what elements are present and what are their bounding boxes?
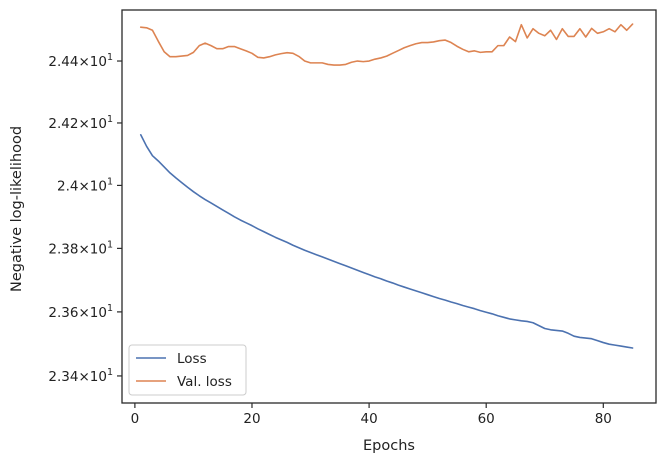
x-tick-label: 0 <box>131 411 140 427</box>
y-tick-label: 2.44×101 <box>48 52 113 70</box>
plot-frame <box>121 9 657 404</box>
y-tick-label: 2.4×101 <box>57 176 113 194</box>
y-tick-label: 2.38×101 <box>48 239 113 257</box>
x-tick-label: 20 <box>243 411 260 427</box>
legend-label-loss: Loss <box>177 351 207 367</box>
series-line-val-loss <box>139 23 634 66</box>
legend: Loss Val. loss <box>128 344 247 396</box>
x-tick-label: 40 <box>360 411 377 427</box>
x-tick-label: 80 <box>595 411 612 427</box>
x-tick-label: 60 <box>478 411 495 427</box>
legend-label-val-loss: Val. loss <box>177 374 232 390</box>
y-tick-label: 2.34×101 <box>48 367 113 385</box>
series-line-loss <box>139 133 634 349</box>
y-tick-label: 2.36×101 <box>48 303 113 321</box>
axis-ticks: 0 20 40 60 80 2.34×101 2.36×101 2.38×101 2.4×101… <box>48 52 612 427</box>
y-tick-label: 2.42×101 <box>48 114 113 132</box>
y-axis-label: Negative log-likelihood <box>9 126 25 292</box>
x-axis-label: Epochs <box>363 438 415 454</box>
series-layer <box>139 23 634 349</box>
